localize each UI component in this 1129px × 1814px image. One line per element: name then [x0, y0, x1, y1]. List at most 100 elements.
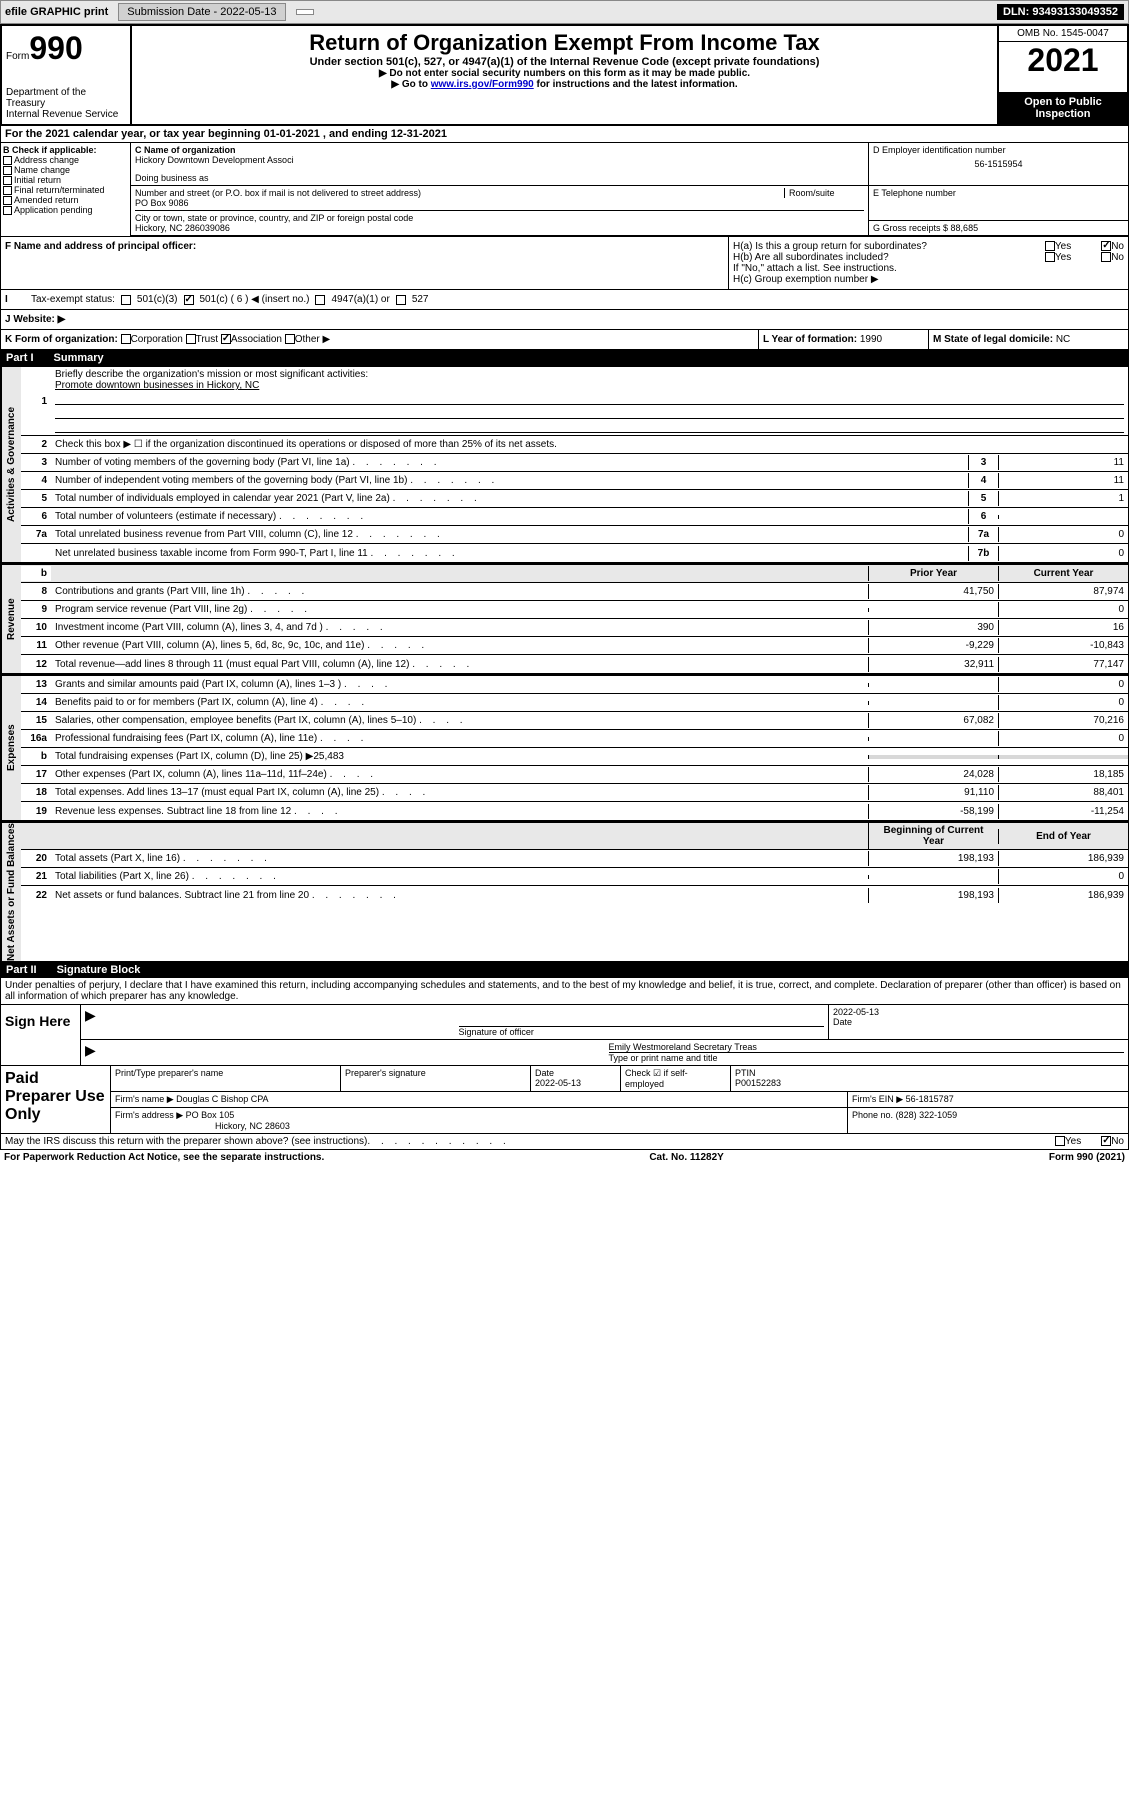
section-k: K Form of organization: Corporation Trus… [0, 330, 1129, 350]
discuss-yes[interactable] [1055, 1136, 1065, 1146]
section-j: J Website: ▶ [0, 310, 1129, 330]
submission-date-btn[interactable]: Submission Date - 2022-05-13 [118, 3, 285, 21]
chk-501c[interactable] [184, 295, 194, 305]
instr-2: ▶ Go to www.irs.gov/Form990 for instruct… [136, 79, 993, 90]
sig-name-value: Emily Westmoreland Secretary Treas [609, 1042, 1125, 1053]
form-number: 990 [29, 30, 82, 66]
discuss-row: May the IRS discuss this return with the… [0, 1134, 1129, 1150]
tax-exempt-label: Tax-exempt status: [31, 294, 115, 305]
firm-phone-val: (828) 322-1059 [896, 1110, 958, 1120]
part1-label: Part I [6, 352, 34, 364]
bottom-line: For Paperwork Reduction Act Notice, see … [0, 1150, 1129, 1165]
fgh-block: F Name and address of principal officer:… [0, 237, 1129, 290]
prep-selfemp-lbl: Check ☑ if self-employed [621, 1066, 731, 1091]
ptin-val: P00152283 [735, 1078, 1124, 1088]
governance-vert-label: Activities & Governance [1, 367, 21, 562]
ein-value: 56-1515954 [873, 159, 1124, 169]
org-name-value: Hickory Downtown Development Associ [135, 155, 864, 165]
irs-label: Internal Revenue Service [6, 109, 126, 120]
sign-here-label: Sign Here [1, 1005, 81, 1065]
ha-label: H(a) Is this a group return for subordin… [733, 241, 1045, 252]
phone-cell: E Telephone number [869, 186, 1129, 220]
discuss-no[interactable] [1101, 1136, 1111, 1146]
form-990-footer: Form 990 (2021) [1049, 1152, 1125, 1163]
form-title-block: Return of Organization Exempt From Incom… [132, 26, 997, 124]
chk-amended[interactable] [3, 196, 12, 205]
form-year-block: OMB No. 1545-0047 2021 Open to Public In… [997, 26, 1127, 124]
chk-final-return[interactable] [3, 186, 12, 195]
expense-row: 16aProfessional fundraising fees (Part I… [21, 730, 1128, 748]
section-cde: C Name of organization Hickory Downtown … [131, 143, 1128, 236]
revenue-vert-label: Revenue [1, 565, 21, 673]
revenue-row: 8Contributions and grants (Part VIII, li… [21, 583, 1128, 601]
discuss-text: May the IRS discuss this return with the… [5, 1136, 367, 1147]
paperwork-notice: For Paperwork Reduction Act Notice, see … [4, 1152, 324, 1163]
gov-row: 6Total number of volunteers (estimate if… [21, 508, 1128, 526]
mission-text: Promote downtown businesses in Hickory, … [55, 380, 1124, 391]
expense-row: bTotal fundraising expenses (Part IX, co… [21, 748, 1128, 766]
officer-label: F Name and address of principal officer: [5, 241, 724, 252]
part2-label: Part II [6, 964, 37, 976]
chk-name-change[interactable] [3, 166, 12, 175]
chk-pending[interactable] [3, 206, 12, 215]
chk-501c3[interactable] [121, 295, 131, 305]
sig-officer-label: Signature of officer [459, 1027, 825, 1037]
part1-header: Part I Summary [0, 350, 1129, 366]
section-i: I Tax-exempt status: 501(c)(3) 501(c) ( … [0, 290, 1129, 310]
chk-other[interactable] [285, 334, 295, 344]
topbar: efile GRAPHIC print Submission Date - 20… [0, 0, 1129, 24]
form-id-block: Form990 Department of the Treasury Inter… [2, 26, 132, 124]
firm-addr-lbl: Firm's address ▶ [115, 1110, 183, 1120]
netassets-row: 22Net assets or fund balances. Subtract … [21, 886, 1128, 904]
hb-note: If "No," attach a list. See instructions… [733, 263, 1124, 274]
gov-row: 3Number of voting members of the governi… [21, 454, 1128, 472]
lbl-4947: 4947(a)(1) or [331, 294, 389, 305]
instr-2-post: for instructions and the latest informat… [534, 79, 738, 90]
firm-phone-lbl: Phone no. [852, 1110, 893, 1120]
taxyear-line: For the 2021 calendar year, or tax year … [0, 126, 1129, 143]
expense-row: 13Grants and similar amounts paid (Part … [21, 676, 1128, 694]
ha-yes[interactable] [1045, 241, 1055, 251]
lbl-initial-return: Initial return [14, 175, 61, 185]
revenue-row: 11Other revenue (Part VIII, column (A), … [21, 637, 1128, 655]
efile-label[interactable]: efile GRAPHIC print [5, 6, 108, 18]
firm-addr-val1: PO Box 105 [186, 1110, 235, 1120]
netassets-row: 20Total assets (Part X, line 16) . . . .… [21, 850, 1128, 868]
chk-corp[interactable] [121, 334, 131, 344]
city-label: City or town, state or province, country… [135, 210, 864, 223]
chk-address-change[interactable] [3, 156, 12, 165]
chk-initial-return[interactable] [3, 176, 12, 185]
form990-link[interactable]: www.irs.gov/Form990 [431, 79, 534, 90]
dba-label: Doing business as [135, 173, 864, 183]
firm-name-lbl: Firm's name ▶ [115, 1094, 174, 1104]
instr-1: ▶ Do not enter social security numbers o… [136, 68, 993, 79]
lbl-501c3: 501(c)(3) [137, 294, 178, 305]
lbl-other: Other ▶ [295, 334, 330, 345]
prior-year-hdr: Prior Year [868, 566, 998, 581]
prep-date-lbl: Date [535, 1068, 616, 1078]
addr-cell: Number and street (or P.O. box if mail i… [131, 186, 868, 235]
chk-assoc[interactable] [221, 334, 231, 344]
hb-yes[interactable] [1045, 252, 1055, 262]
paid-preparer-block: Paid Preparer Use Only Print/Type prepar… [0, 1066, 1129, 1134]
current-year-hdr: Current Year [998, 566, 1128, 581]
ha-no[interactable] [1101, 241, 1111, 251]
sig-date-label: Date [833, 1017, 1124, 1027]
end-year-hdr: End of Year [998, 829, 1128, 844]
omb-number: OMB No. 1545-0047 [999, 26, 1127, 42]
gov-row: 5Total number of individuals employed in… [21, 490, 1128, 508]
chk-527[interactable] [396, 295, 406, 305]
chk-4947[interactable] [315, 295, 325, 305]
begin-year-hdr: Beginning of Current Year [868, 823, 998, 849]
header-info-block: B Check if applicable: Address change Na… [0, 143, 1129, 237]
ptin-lbl: PTIN [735, 1068, 1124, 1078]
state-domicile-value: NC [1056, 334, 1070, 345]
hb-no[interactable] [1101, 252, 1111, 262]
sign-here-block: Sign Here ▶ Signature of officer 2022-05… [0, 1005, 1129, 1066]
chk-trust[interactable] [186, 334, 196, 344]
revenue-row: 9Program service revenue (Part VIII, lin… [21, 601, 1128, 619]
room-label: Room/suite [784, 188, 864, 198]
lbl-final-return: Final return/terminated [14, 185, 105, 195]
sig-arrow-icon-2: ▶ [85, 1042, 96, 1058]
lbl-assoc: Association [231, 334, 282, 345]
